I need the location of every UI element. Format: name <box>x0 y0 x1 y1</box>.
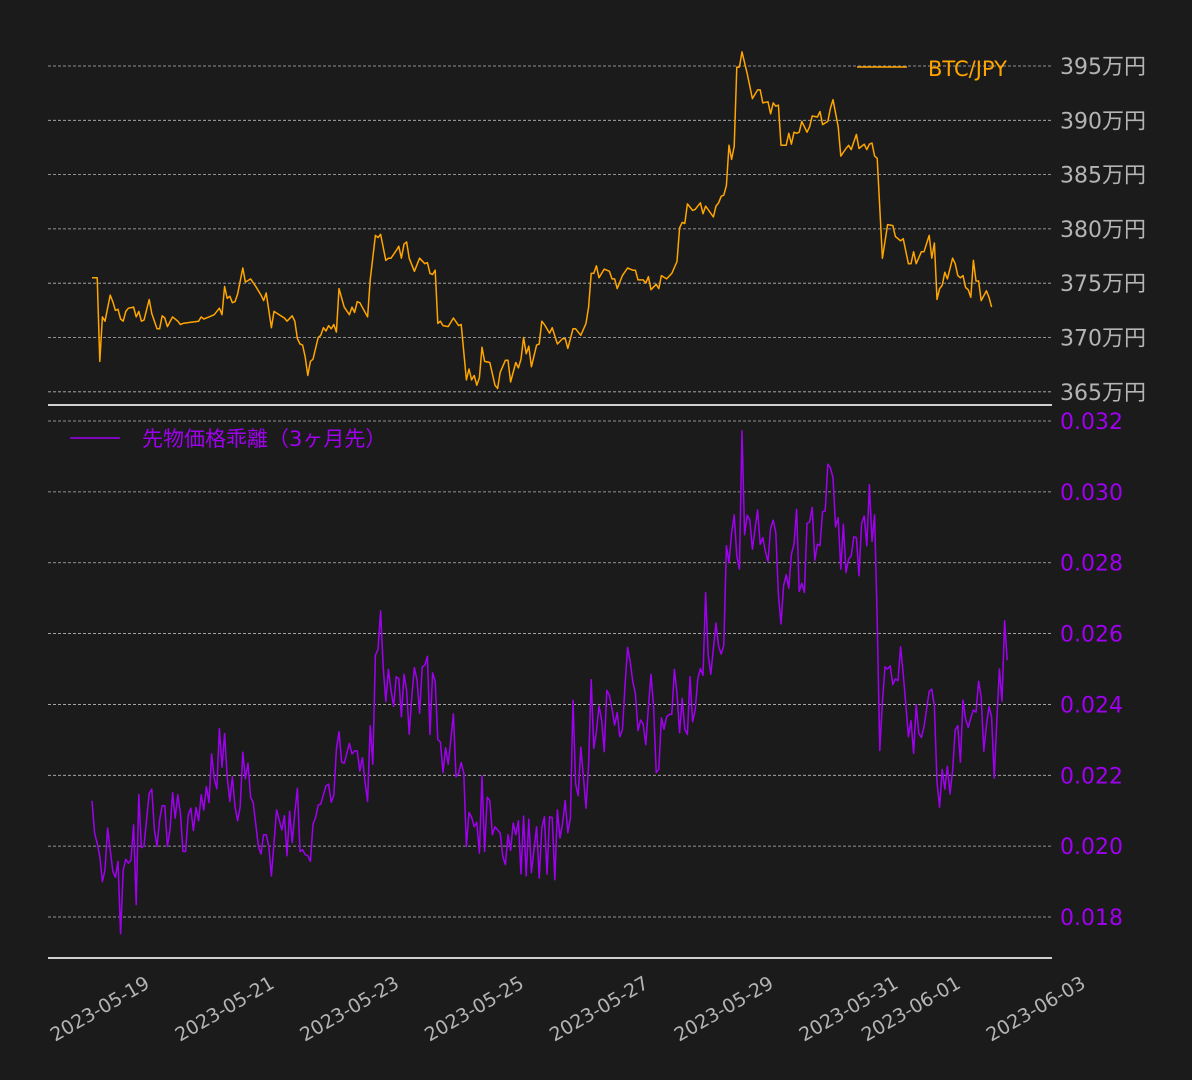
y-tick-label: 0.022 <box>1060 764 1123 789</box>
y-tick-label: 380万円 <box>1060 218 1146 243</box>
btc-price-panel: 365万円 370万円 375万円 380万円 385万円 390万円 395万円 BTC/… <box>48 51 1146 406</box>
legend-label-futures: 先物価格乖離（3ヶ月先） <box>142 427 386 451</box>
y-tick-label: 365万円 <box>1060 381 1146 406</box>
y-tick-label: 375万円 <box>1060 272 1146 297</box>
legend-label-btc: BTC/JPY <box>928 57 1007 81</box>
y-tick-label: 0.024 <box>1060 693 1123 718</box>
bottom-series-group <box>91 430 1008 935</box>
y-tick-label: 0.018 <box>1060 906 1123 931</box>
top-legend: BTC/JPY <box>857 57 1007 81</box>
top-series-group <box>92 51 993 390</box>
y-tick-label: 390万円 <box>1060 109 1146 134</box>
y-tick-label: 385万円 <box>1060 164 1146 189</box>
y-tick-label: 0.030 <box>1060 481 1123 506</box>
y-tick-label: 395万円 <box>1060 55 1146 80</box>
y-tick-label: 370万円 <box>1060 327 1146 352</box>
y-tick-label: 0.028 <box>1060 552 1123 577</box>
y-tick-label: 0.020 <box>1060 835 1123 860</box>
bottom-gridlines <box>48 420 1052 918</box>
top-gridlines <box>48 65 1052 393</box>
futures-basis-line <box>91 430 1008 935</box>
top-y-tick-labels: 365万円 370万円 375万円 380万円 385万円 390万円 395万円 <box>1060 55 1146 406</box>
y-tick-label: 0.026 <box>1060 623 1123 648</box>
y-tick-label: 0.032 <box>1060 410 1123 435</box>
bottom-legend: 先物価格乖離（3ヶ月先） <box>70 427 386 451</box>
bottom-y-tick-labels: 0.018 0.020 0.022 0.024 0.026 0.028 0.030 0.032 <box>1060 410 1123 931</box>
btc-jpy-line <box>92 51 993 390</box>
